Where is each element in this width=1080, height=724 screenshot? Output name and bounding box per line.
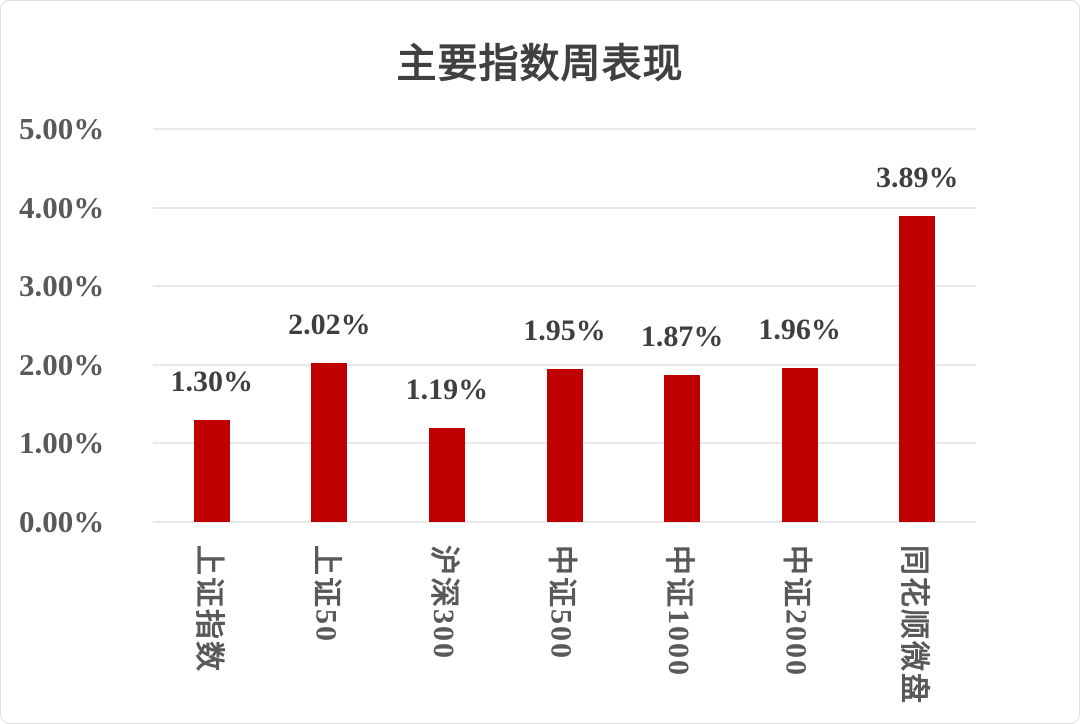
bar [546,368,583,522]
bar [664,375,701,522]
gridline [153,521,976,523]
y-axis-tick-label: 0.00% [19,504,105,539]
bar [781,367,818,522]
bar-data-label: 1.19% [405,373,489,407]
gridline [153,128,976,130]
y-axis-tick-label: 3.00% [19,268,105,304]
bar-data-label: 3.89% [875,161,959,195]
gridline [153,363,976,366]
x-axis-category-label: 同花顺微盘 [897,545,931,705]
bar [311,363,348,522]
bar [899,216,936,522]
bar-data-label: 2.02% [288,308,371,342]
gridline [153,206,976,209]
x-axis-category-label: 中证1000 [662,545,696,677]
bar-data-label: 1.95% [523,313,606,347]
x-axis-category-label: 沪深300 [426,545,460,660]
y-axis-tick-label: 2.00% [19,346,105,382]
chart-title: 主要指数周表现 [396,41,684,86]
x-axis-category-label: 中证500 [544,545,578,660]
x-axis-category-label: 中证2000 [779,545,813,677]
gridline [153,285,976,288]
y-axis-tick-label: 5.00% [19,111,105,146]
bar-data-label: 1.96% [758,312,841,346]
bar [193,419,230,522]
bar [428,428,465,522]
x-axis-category-label: 上证50 [309,545,343,643]
bar-data-label: 1.87% [640,320,724,354]
y-axis-tick-label: 1.00% [19,425,105,461]
plot-area: 1.30% 2.02% 1.19% 1.95% 1.87% 1.96% 3.89% [153,128,976,523]
x-axis-category-label: 上证指数 [191,545,225,673]
y-axis-tick-label: 4.00% [19,189,105,225]
bar-data-label: 1.30% [170,364,254,398]
